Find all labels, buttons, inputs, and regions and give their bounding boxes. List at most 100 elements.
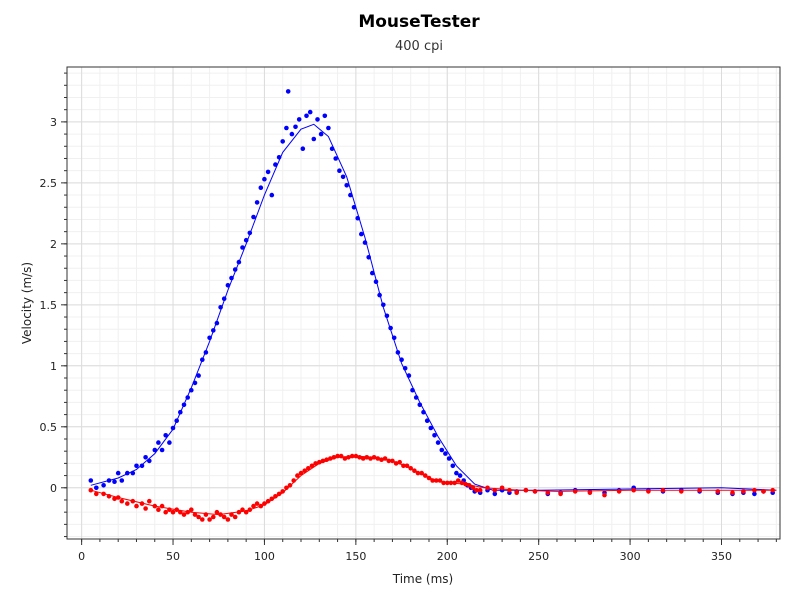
data-point xyxy=(243,237,249,243)
data-point xyxy=(406,373,412,378)
data-point xyxy=(446,456,452,461)
x-tick-label: 150 xyxy=(345,550,366,563)
data-point xyxy=(761,489,766,494)
data-point xyxy=(163,509,168,515)
data-point xyxy=(236,509,242,515)
data-point xyxy=(309,463,315,469)
data-point xyxy=(419,470,425,476)
data-point xyxy=(251,503,256,509)
data-point xyxy=(125,501,130,506)
data-point xyxy=(115,470,121,476)
data-point xyxy=(300,146,306,151)
data-point xyxy=(477,487,483,493)
data-point xyxy=(329,146,335,151)
data-point xyxy=(313,461,318,466)
data-point xyxy=(254,501,260,506)
data-point xyxy=(397,459,403,465)
data-point xyxy=(377,292,382,298)
data-point xyxy=(404,463,410,469)
x-axis-label: Time (ms) xyxy=(392,572,454,586)
data-point xyxy=(147,458,152,464)
data-point xyxy=(435,440,441,445)
data-point xyxy=(181,402,187,408)
data-point xyxy=(211,328,216,333)
data-point xyxy=(342,456,348,461)
data-point xyxy=(631,487,636,493)
data-point xyxy=(424,418,430,424)
data-point xyxy=(408,466,414,471)
x-tick-label: 350 xyxy=(711,550,732,563)
data-point xyxy=(207,335,212,341)
data-point xyxy=(174,507,179,512)
data-point xyxy=(232,514,238,520)
data-point xyxy=(174,418,179,424)
data-point xyxy=(646,489,651,494)
data-point xyxy=(558,491,563,497)
data-point xyxy=(170,425,176,431)
data-point xyxy=(338,453,344,459)
data-point xyxy=(295,473,300,478)
data-point xyxy=(285,89,291,94)
data-point xyxy=(410,387,415,393)
data-point xyxy=(251,214,256,220)
data-point xyxy=(167,507,172,512)
data-point xyxy=(243,509,249,515)
data-point xyxy=(412,468,417,474)
data-point xyxy=(331,455,337,460)
y-tick-label: 2 xyxy=(50,238,57,251)
data-point xyxy=(355,215,361,221)
grid-lines xyxy=(67,67,780,539)
data-point xyxy=(457,473,463,478)
data-point xyxy=(125,470,130,476)
data-point xyxy=(441,480,446,486)
data-point xyxy=(101,491,106,497)
data-point xyxy=(273,494,278,499)
data-point xyxy=(328,456,333,461)
data-point xyxy=(353,453,359,459)
data-point xyxy=(280,489,286,494)
data-point xyxy=(523,487,529,493)
data-point xyxy=(428,425,434,431)
data-point xyxy=(178,409,183,415)
data-point xyxy=(214,320,220,326)
data-point xyxy=(218,512,223,517)
data-point xyxy=(134,463,139,469)
data-point xyxy=(388,325,393,331)
data-point xyxy=(284,485,289,491)
data-point xyxy=(269,496,275,502)
data-point xyxy=(185,395,190,400)
data-point xyxy=(152,503,158,509)
data-point xyxy=(572,489,578,494)
data-point xyxy=(379,457,384,463)
data-point xyxy=(602,492,607,498)
data-point xyxy=(384,313,390,319)
data-point xyxy=(265,169,271,175)
data-point xyxy=(322,113,328,119)
data-point xyxy=(240,507,245,512)
data-point xyxy=(452,480,457,486)
data-point xyxy=(225,283,231,288)
data-point xyxy=(730,490,735,496)
chart-title: MouseTester xyxy=(358,12,480,32)
data-point xyxy=(386,458,392,464)
data-point xyxy=(189,507,194,512)
data-point xyxy=(432,433,437,438)
data-point xyxy=(399,357,404,363)
data-point xyxy=(375,456,381,461)
data-point xyxy=(247,507,253,512)
data-point xyxy=(200,357,205,363)
data-point xyxy=(262,501,267,506)
data-point xyxy=(697,487,702,493)
series-layer xyxy=(88,89,777,522)
data-point xyxy=(439,447,445,453)
y-tick-label: 0.5 xyxy=(40,421,58,434)
x-tick-label: 50 xyxy=(166,550,180,563)
data-point xyxy=(315,117,320,122)
data-point xyxy=(381,302,386,308)
data-point xyxy=(143,455,148,460)
x-tick-label: 200 xyxy=(437,550,458,563)
data-point xyxy=(318,131,324,137)
data-point xyxy=(307,109,313,115)
data-point xyxy=(474,487,479,493)
data-point xyxy=(514,490,519,496)
